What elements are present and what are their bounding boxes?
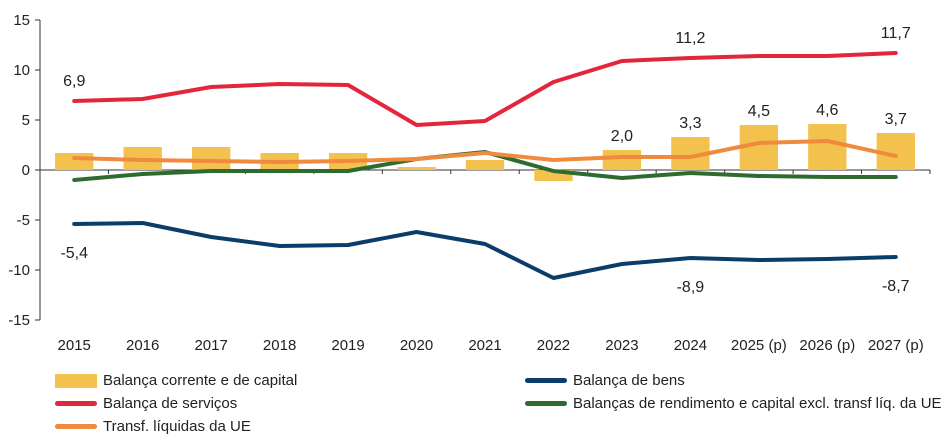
- bar: [191, 147, 231, 170]
- series-line: [72, 139, 898, 164]
- data-label: 3,7: [885, 111, 907, 128]
- line-series: [72, 51, 898, 280]
- y-tick-label: -10: [8, 262, 30, 279]
- legend-label: Transf. líquidas da UE: [103, 418, 251, 435]
- data-label: 4,5: [748, 103, 770, 120]
- data-labels: 6,9 11,2 11,7 -5,4 -8,9 -8,7 2,0 3,3 4,5 4,6 3,7: [60, 25, 910, 296]
- bar: [397, 167, 436, 170]
- legend-item: Balança de bens: [525, 372, 685, 389]
- legend-line-swatch: [525, 378, 567, 383]
- y-tick-label: 15: [13, 12, 30, 29]
- x-tick-label: 2017: [194, 337, 227, 354]
- y-tick-label: 10: [13, 62, 30, 79]
- x-tick-label: 2021: [468, 337, 501, 354]
- bar: [465, 160, 505, 170]
- legend-label: Balança corrente e de capital: [103, 372, 298, 389]
- legend: Balança corrente e de capital Balança de …: [0, 368, 945, 443]
- data-label: 11,7: [881, 25, 911, 42]
- x-tick-label: 2025 (p): [731, 337, 787, 354]
- series-line: [72, 51, 898, 127]
- x-tick-label: 2018: [263, 337, 296, 354]
- legend-label: Balanças de rendimento e capital excl. t…: [573, 395, 942, 412]
- x-tick-label: 2024: [674, 337, 707, 354]
- data-label: 6,9: [63, 73, 85, 90]
- legend-item: Balança corrente e de capital: [55, 372, 297, 389]
- bar: [808, 124, 847, 170]
- x-tick-label: 2022: [537, 337, 570, 354]
- legend-line-swatch: [525, 401, 567, 406]
- x-tick-label: 2016: [126, 337, 159, 354]
- data-label: -5,4: [60, 245, 88, 262]
- y-tick-label: 0: [22, 162, 30, 179]
- legend-label: Balança de bens: [573, 372, 685, 389]
- legend-line-swatch: [55, 401, 97, 406]
- x-tick-label: 2027 (p): [868, 337, 924, 354]
- data-label: -8,7: [882, 278, 910, 295]
- legend-item: Balanças de rendimento e capital excl. t…: [525, 395, 942, 412]
- y-tick-label: -5: [17, 212, 30, 229]
- data-label: 2,0: [611, 128, 633, 145]
- series-line: [72, 221, 898, 280]
- y-axis: -15 -10 -5 0 5 10 15: [8, 12, 41, 329]
- legend-item: Balança de serviços: [55, 395, 237, 412]
- legend-label: Balança de serviços: [103, 395, 238, 412]
- y-tick-label: -15: [8, 312, 30, 329]
- legend-line-swatch: [55, 424, 97, 429]
- legend-item: Transf. líquidas da UE: [55, 418, 251, 435]
- data-label: 4,6: [816, 102, 838, 119]
- x-tick-label: 2026 (p): [799, 337, 855, 354]
- bar: [534, 170, 573, 181]
- x-tick-label: 2020: [400, 337, 433, 354]
- data-label: -8,9: [677, 279, 705, 296]
- x-axis: 2015 2016 2017 2018 2019 2020 2021 2022 2023 2024…: [40, 169, 931, 354]
- data-label: 11,2: [675, 30, 705, 47]
- legend-bar-swatch: [55, 373, 97, 388]
- x-tick-label: 2023: [605, 337, 638, 354]
- bar: [602, 150, 642, 170]
- bar: [55, 153, 94, 170]
- data-label: 3,3: [679, 115, 701, 132]
- x-tick-label: 2015: [58, 337, 91, 354]
- y-tick-label: 5: [22, 112, 30, 129]
- x-tick-label: 2019: [331, 337, 364, 354]
